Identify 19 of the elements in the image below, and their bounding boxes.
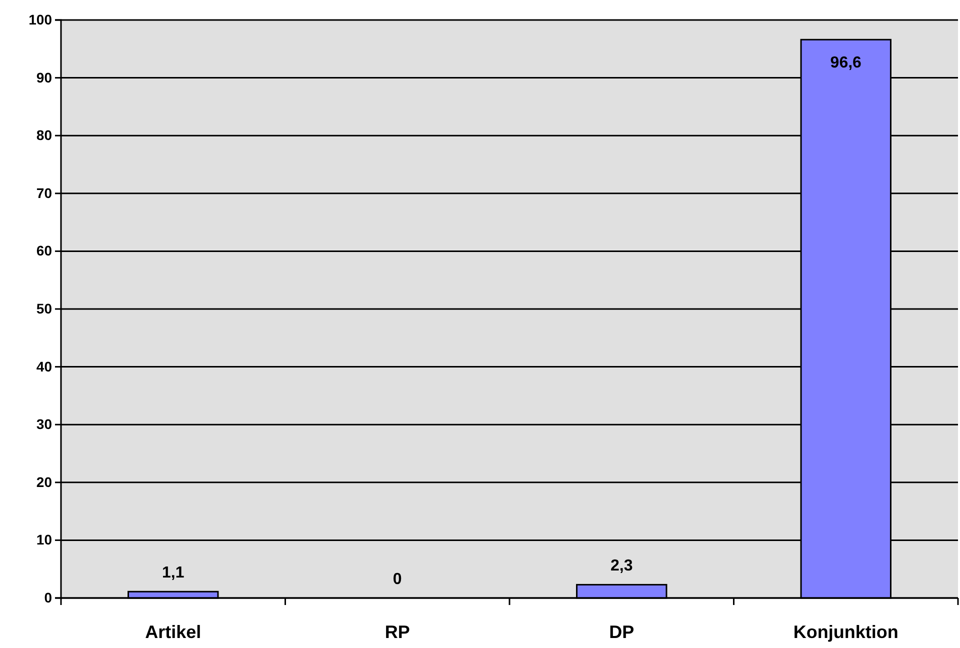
- y-tick-label: 70: [36, 184, 52, 201]
- y-tick-label: 20: [36, 474, 52, 490]
- y-tick-label: 40: [36, 358, 52, 374]
- data-label: 0: [392, 571, 402, 588]
- y-tick-label: 80: [36, 127, 52, 144]
- y-tick-label: 90: [36, 69, 52, 86]
- y-tick-label: 0: [44, 589, 52, 606]
- x-tick-label: RP: [384, 622, 410, 642]
- y-tick-label: 10: [36, 532, 52, 548]
- x-tick-label: DP: [609, 622, 634, 642]
- data-label: 2,3: [610, 558, 633, 575]
- y-tick-label: 30: [36, 416, 52, 432]
- y-tick-label: 50: [36, 300, 52, 316]
- data-label: 96,6: [830, 54, 862, 72]
- y-tick-label: 100: [28, 11, 52, 28]
- y-tick-label: 60: [36, 242, 52, 259]
- data-label: 1,1: [162, 564, 184, 582]
- x-tick-label: Artikel: [145, 622, 202, 642]
- x-tick-label: Konjunktion: [793, 622, 898, 642]
